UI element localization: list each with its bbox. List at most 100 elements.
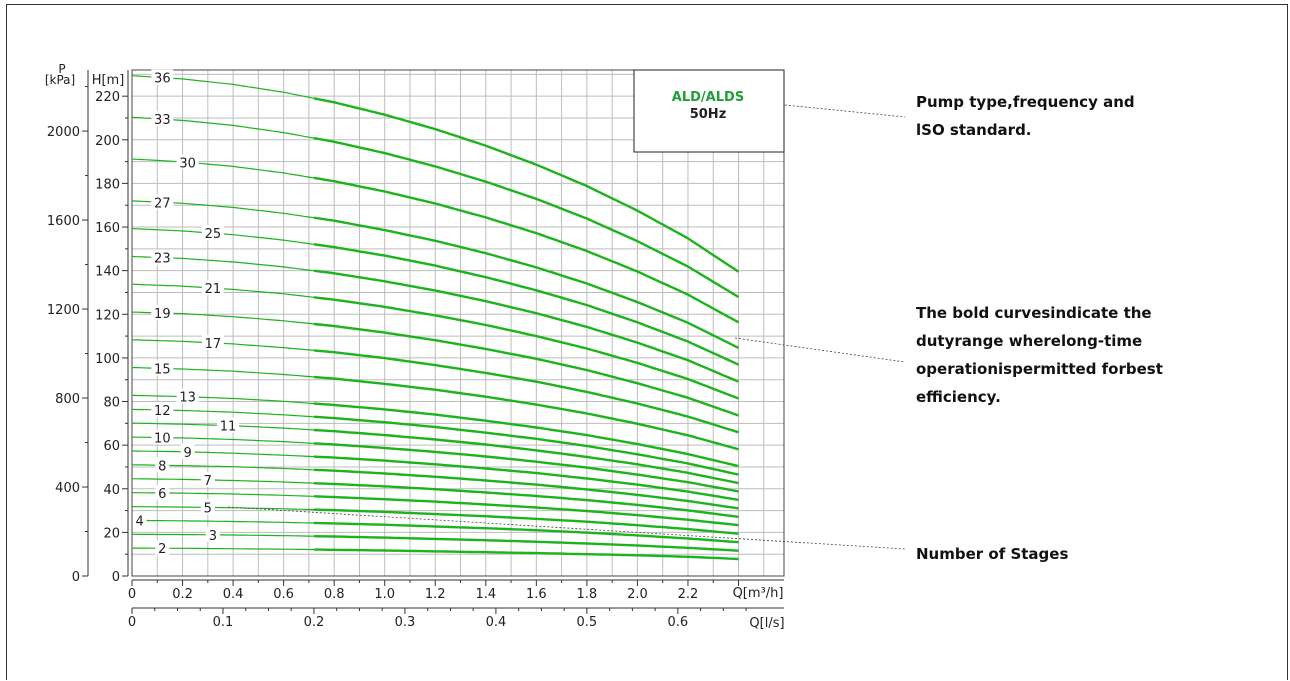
curve-bold-stage-33	[313, 136, 740, 299]
stage-label-23: 23	[154, 252, 171, 267]
h-tick-label: 220	[95, 90, 120, 105]
stage-label-bg	[151, 69, 174, 85]
leader-bold-curves	[734, 337, 906, 363]
h-tick-label: 40	[103, 483, 120, 498]
x-tick-label: 0.2	[172, 587, 193, 602]
annotation-bold-line4: efficiency.	[916, 388, 1001, 406]
stage-label-27: 27	[154, 196, 171, 211]
stage-label-7: 7	[204, 474, 212, 489]
h-tick-label: 0	[112, 570, 120, 585]
stage-label-bg	[155, 540, 170, 556]
curve-bold-stage-19	[313, 322, 739, 417]
curve-thin-stage-4	[132, 519, 315, 524]
curve-bold-stage-2	[314, 548, 739, 561]
leader-lines	[227, 100, 906, 550]
x2-tick-label: 0.1	[213, 615, 234, 630]
p-axis-title-top: P	[58, 62, 65, 76]
stage-label-5: 5	[204, 501, 212, 516]
stage-label-bg	[201, 334, 224, 350]
stage-label-12: 12	[154, 404, 171, 419]
h-tick-label: 80	[103, 396, 120, 411]
h-tick-label: 140	[95, 265, 120, 280]
leader-pump-type	[744, 100, 906, 118]
x-tick-label: 0.8	[324, 587, 345, 602]
h-tick-label: 100	[95, 352, 120, 367]
x-tick-label: 0.6	[273, 587, 294, 602]
x-tick-label: 0	[128, 587, 136, 602]
curve-bold-stage-13	[313, 402, 739, 468]
x-tick-label: 1.4	[475, 587, 496, 602]
stage-label-bg	[151, 249, 174, 265]
stage-label-8: 8	[158, 459, 166, 474]
stage-label-bg	[151, 429, 174, 445]
x2-tick-label: 0	[128, 615, 136, 630]
p-axis-title-bottom: [kPa]	[45, 73, 75, 87]
stage-label-21: 21	[205, 282, 222, 297]
p-tick-label: 2000	[47, 125, 80, 140]
stage-label-bg	[151, 360, 174, 376]
p-tick-label: 0	[72, 570, 80, 585]
x2-tick-label: 0.5	[577, 615, 598, 630]
stage-label-9: 9	[183, 446, 191, 461]
curve-bold-stage-36	[313, 97, 740, 273]
curve-thin-stage-30	[131, 158, 315, 179]
p-tick-label: 1200	[47, 303, 80, 318]
stage-label-6: 6	[158, 487, 166, 502]
stage-label-2: 2	[158, 542, 166, 557]
annotation-pump-type: Pump type,frequency and lSO standard.	[916, 88, 1135, 144]
curve-bold-stage-15	[313, 375, 739, 451]
stage-label-bg	[176, 388, 199, 404]
x-tick-label: 1.2	[425, 587, 446, 602]
stage-label-bg	[201, 280, 224, 296]
curve-bold-stage-25	[313, 243, 740, 366]
stage-label-13: 13	[179, 391, 196, 406]
stage-label-17: 17	[205, 337, 222, 352]
h-tick-label: 160	[95, 221, 120, 236]
legend-pump-type: ALD/ALDS	[672, 90, 744, 105]
curve-bold-stage-5	[313, 508, 739, 535]
stage-label-bg	[205, 526, 220, 542]
x-tick-label: 1.0	[374, 587, 395, 602]
x-axis-title: Q[m³/h]	[733, 586, 784, 601]
stage-label-bg	[132, 512, 147, 528]
x2-tick-label: 0.6	[668, 615, 689, 630]
axes: 0204060801001201401601802002200400800120…	[47, 70, 784, 630]
curve-bold-stage-9	[313, 455, 739, 502]
annotation-pump-type-line2: lSO standard.	[916, 121, 1032, 139]
stage-label-36: 36	[154, 72, 171, 87]
stage-label-bg	[155, 484, 170, 500]
curve-bold-stage-23	[313, 269, 739, 383]
curve-thin-stage-7	[131, 478, 315, 484]
annotation-bold-curves: The bold curvesindicate the dutyrange wh…	[916, 299, 1163, 411]
stage-label-33: 33	[154, 113, 171, 128]
h-tick-label: 120	[95, 308, 120, 323]
x-tick-label: 0.4	[223, 587, 244, 602]
x-tick-label: 2.2	[678, 587, 699, 602]
curve-thin-stage-3	[131, 533, 315, 537]
curve-bold-stage-6	[313, 495, 739, 527]
stage-label-bg	[201, 225, 224, 241]
h-tick-label: 20	[103, 526, 120, 541]
annotation-bold-line2: dutyrange wherelong-time	[916, 332, 1143, 350]
x-tick-label: 1.6	[526, 587, 547, 602]
stage-label-bg	[176, 154, 199, 170]
stage-label-25: 25	[205, 227, 222, 242]
stage-label-bg	[155, 457, 170, 473]
curve-bold-stage-21	[313, 296, 739, 400]
p-tick-label: 800	[55, 392, 80, 407]
x2-tick-label: 0.2	[304, 615, 325, 630]
x2-tick-label: 0.4	[486, 615, 507, 630]
x-tick-label: 1.8	[577, 587, 598, 602]
curve-bold-stage-10	[313, 442, 739, 493]
curve-bold-stage-30	[313, 176, 740, 324]
stage-label-10: 10	[154, 432, 171, 447]
curve-bold-stage-7	[313, 482, 739, 519]
legend-box	[633, 69, 785, 153]
stage-label-bg	[180, 443, 195, 459]
stage-label-19: 19	[154, 307, 171, 322]
curve-bold-stage-8	[313, 468, 739, 510]
p-tick-label: 400	[55, 481, 80, 496]
curve-thin-stage-9	[131, 450, 315, 458]
curve-bold-stage-4	[313, 521, 739, 544]
